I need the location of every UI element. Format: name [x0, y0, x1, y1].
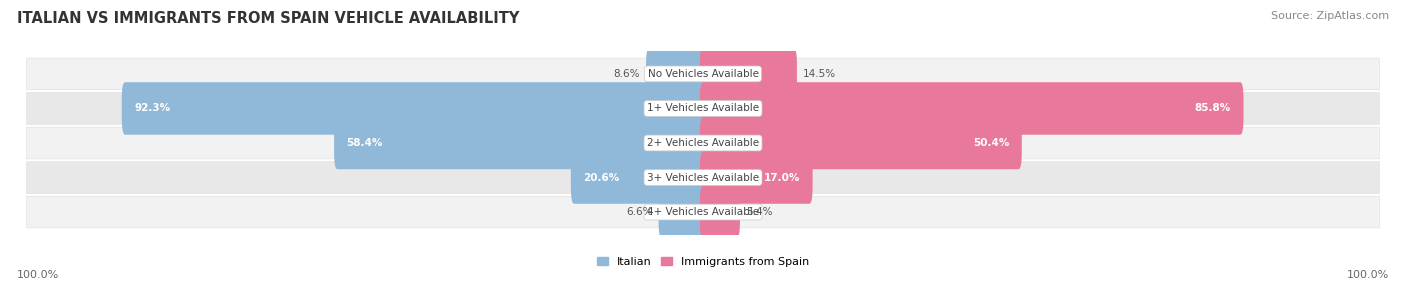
Text: 4+ Vehicles Available: 4+ Vehicles Available	[647, 207, 759, 217]
FancyBboxPatch shape	[27, 93, 1379, 124]
Text: 58.4%: 58.4%	[347, 138, 382, 148]
FancyBboxPatch shape	[700, 117, 1022, 169]
FancyBboxPatch shape	[571, 151, 706, 204]
Text: 6.6%: 6.6%	[626, 207, 652, 217]
Text: 5.4%: 5.4%	[747, 207, 773, 217]
FancyBboxPatch shape	[658, 186, 706, 238]
FancyBboxPatch shape	[645, 48, 706, 100]
Text: 3+ Vehicles Available: 3+ Vehicles Available	[647, 172, 759, 182]
FancyBboxPatch shape	[27, 127, 1379, 159]
FancyBboxPatch shape	[700, 186, 740, 238]
FancyBboxPatch shape	[27, 162, 1379, 193]
Text: 2+ Vehicles Available: 2+ Vehicles Available	[647, 138, 759, 148]
Text: 92.3%: 92.3%	[135, 104, 170, 114]
Text: 85.8%: 85.8%	[1195, 104, 1232, 114]
Text: ITALIAN VS IMMIGRANTS FROM SPAIN VEHICLE AVAILABILITY: ITALIAN VS IMMIGRANTS FROM SPAIN VEHICLE…	[17, 11, 519, 26]
Text: 50.4%: 50.4%	[973, 138, 1010, 148]
Text: 20.6%: 20.6%	[583, 172, 620, 182]
FancyBboxPatch shape	[335, 117, 706, 169]
Text: Source: ZipAtlas.com: Source: ZipAtlas.com	[1271, 11, 1389, 21]
FancyBboxPatch shape	[27, 196, 1379, 228]
FancyBboxPatch shape	[27, 58, 1379, 90]
Text: 100.0%: 100.0%	[1347, 270, 1389, 280]
FancyBboxPatch shape	[700, 151, 813, 204]
Legend: Italian, Immigrants from Spain: Italian, Immigrants from Spain	[595, 255, 811, 269]
Text: 100.0%: 100.0%	[17, 270, 59, 280]
FancyBboxPatch shape	[122, 82, 706, 135]
Text: No Vehicles Available: No Vehicles Available	[648, 69, 758, 79]
FancyBboxPatch shape	[700, 82, 1243, 135]
Text: 14.5%: 14.5%	[803, 69, 837, 79]
FancyBboxPatch shape	[700, 48, 797, 100]
Text: 17.0%: 17.0%	[763, 172, 800, 182]
Text: 1+ Vehicles Available: 1+ Vehicles Available	[647, 104, 759, 114]
Text: 8.6%: 8.6%	[613, 69, 640, 79]
